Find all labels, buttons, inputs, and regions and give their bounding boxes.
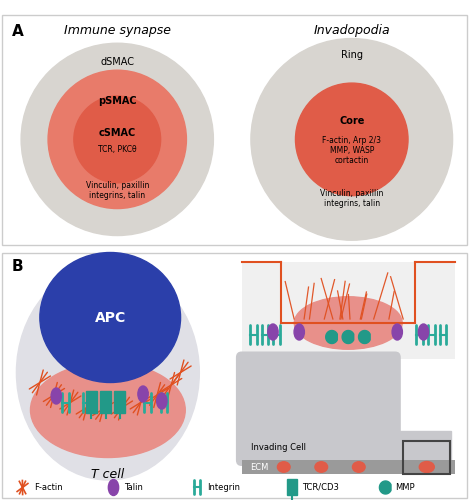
Polygon shape bbox=[326, 330, 337, 344]
Text: Integrin: Integrin bbox=[207, 483, 240, 492]
Text: Vinculin, paxillin
integrins, talin: Vinculin, paxillin integrins, talin bbox=[320, 188, 384, 208]
Ellipse shape bbox=[295, 296, 402, 349]
Text: Invading Cell: Invading Cell bbox=[251, 444, 306, 452]
Ellipse shape bbox=[419, 462, 434, 472]
Text: T cell: T cell bbox=[91, 468, 124, 481]
Ellipse shape bbox=[16, 265, 199, 480]
Text: Core: Core bbox=[339, 116, 364, 126]
FancyBboxPatch shape bbox=[100, 390, 111, 412]
Ellipse shape bbox=[268, 324, 278, 340]
Polygon shape bbox=[342, 330, 354, 344]
Text: Talin: Talin bbox=[124, 483, 143, 492]
Text: Invadopodia: Invadopodia bbox=[313, 24, 390, 38]
Text: pSMAC: pSMAC bbox=[98, 96, 136, 106]
Ellipse shape bbox=[251, 38, 453, 240]
FancyBboxPatch shape bbox=[114, 390, 125, 412]
Text: F-actin: F-actin bbox=[34, 483, 62, 492]
Text: B: B bbox=[12, 259, 23, 274]
Ellipse shape bbox=[51, 388, 61, 404]
Text: dSMAC: dSMAC bbox=[100, 58, 134, 68]
Ellipse shape bbox=[392, 324, 402, 340]
Text: ECM: ECM bbox=[250, 462, 268, 471]
Ellipse shape bbox=[21, 43, 213, 236]
Text: Vinculin, paxillin
integrins, talin: Vinculin, paxillin integrins, talin bbox=[85, 180, 149, 200]
Text: Ring: Ring bbox=[341, 50, 363, 60]
Polygon shape bbox=[386, 430, 451, 460]
Text: APC: APC bbox=[95, 310, 126, 324]
Text: cSMAC: cSMAC bbox=[98, 128, 136, 138]
Polygon shape bbox=[379, 481, 391, 494]
Ellipse shape bbox=[295, 83, 408, 196]
Text: TCR, PKCθ: TCR, PKCθ bbox=[98, 145, 136, 154]
Text: MMP: MMP bbox=[395, 483, 415, 492]
Ellipse shape bbox=[138, 386, 148, 402]
Text: TCR/CD3: TCR/CD3 bbox=[303, 483, 340, 492]
Ellipse shape bbox=[157, 393, 167, 409]
FancyBboxPatch shape bbox=[242, 262, 455, 359]
Polygon shape bbox=[359, 330, 370, 344]
Ellipse shape bbox=[74, 96, 160, 183]
Ellipse shape bbox=[315, 462, 327, 472]
Ellipse shape bbox=[30, 362, 185, 458]
FancyBboxPatch shape bbox=[2, 252, 467, 498]
Ellipse shape bbox=[278, 462, 290, 472]
Text: Immune synapse: Immune synapse bbox=[64, 24, 171, 38]
Ellipse shape bbox=[418, 324, 429, 340]
Ellipse shape bbox=[48, 70, 186, 208]
Ellipse shape bbox=[108, 480, 119, 496]
Ellipse shape bbox=[353, 462, 365, 472]
FancyBboxPatch shape bbox=[86, 390, 97, 412]
FancyBboxPatch shape bbox=[236, 352, 401, 466]
FancyBboxPatch shape bbox=[287, 478, 297, 494]
Text: A: A bbox=[12, 24, 23, 40]
FancyBboxPatch shape bbox=[2, 15, 467, 245]
Ellipse shape bbox=[40, 252, 181, 382]
Ellipse shape bbox=[294, 324, 304, 340]
Text: F-actin, Arp 2/3
MMP, WASP
cortactin: F-actin, Arp 2/3 MMP, WASP cortactin bbox=[322, 136, 381, 166]
FancyBboxPatch shape bbox=[242, 460, 455, 474]
